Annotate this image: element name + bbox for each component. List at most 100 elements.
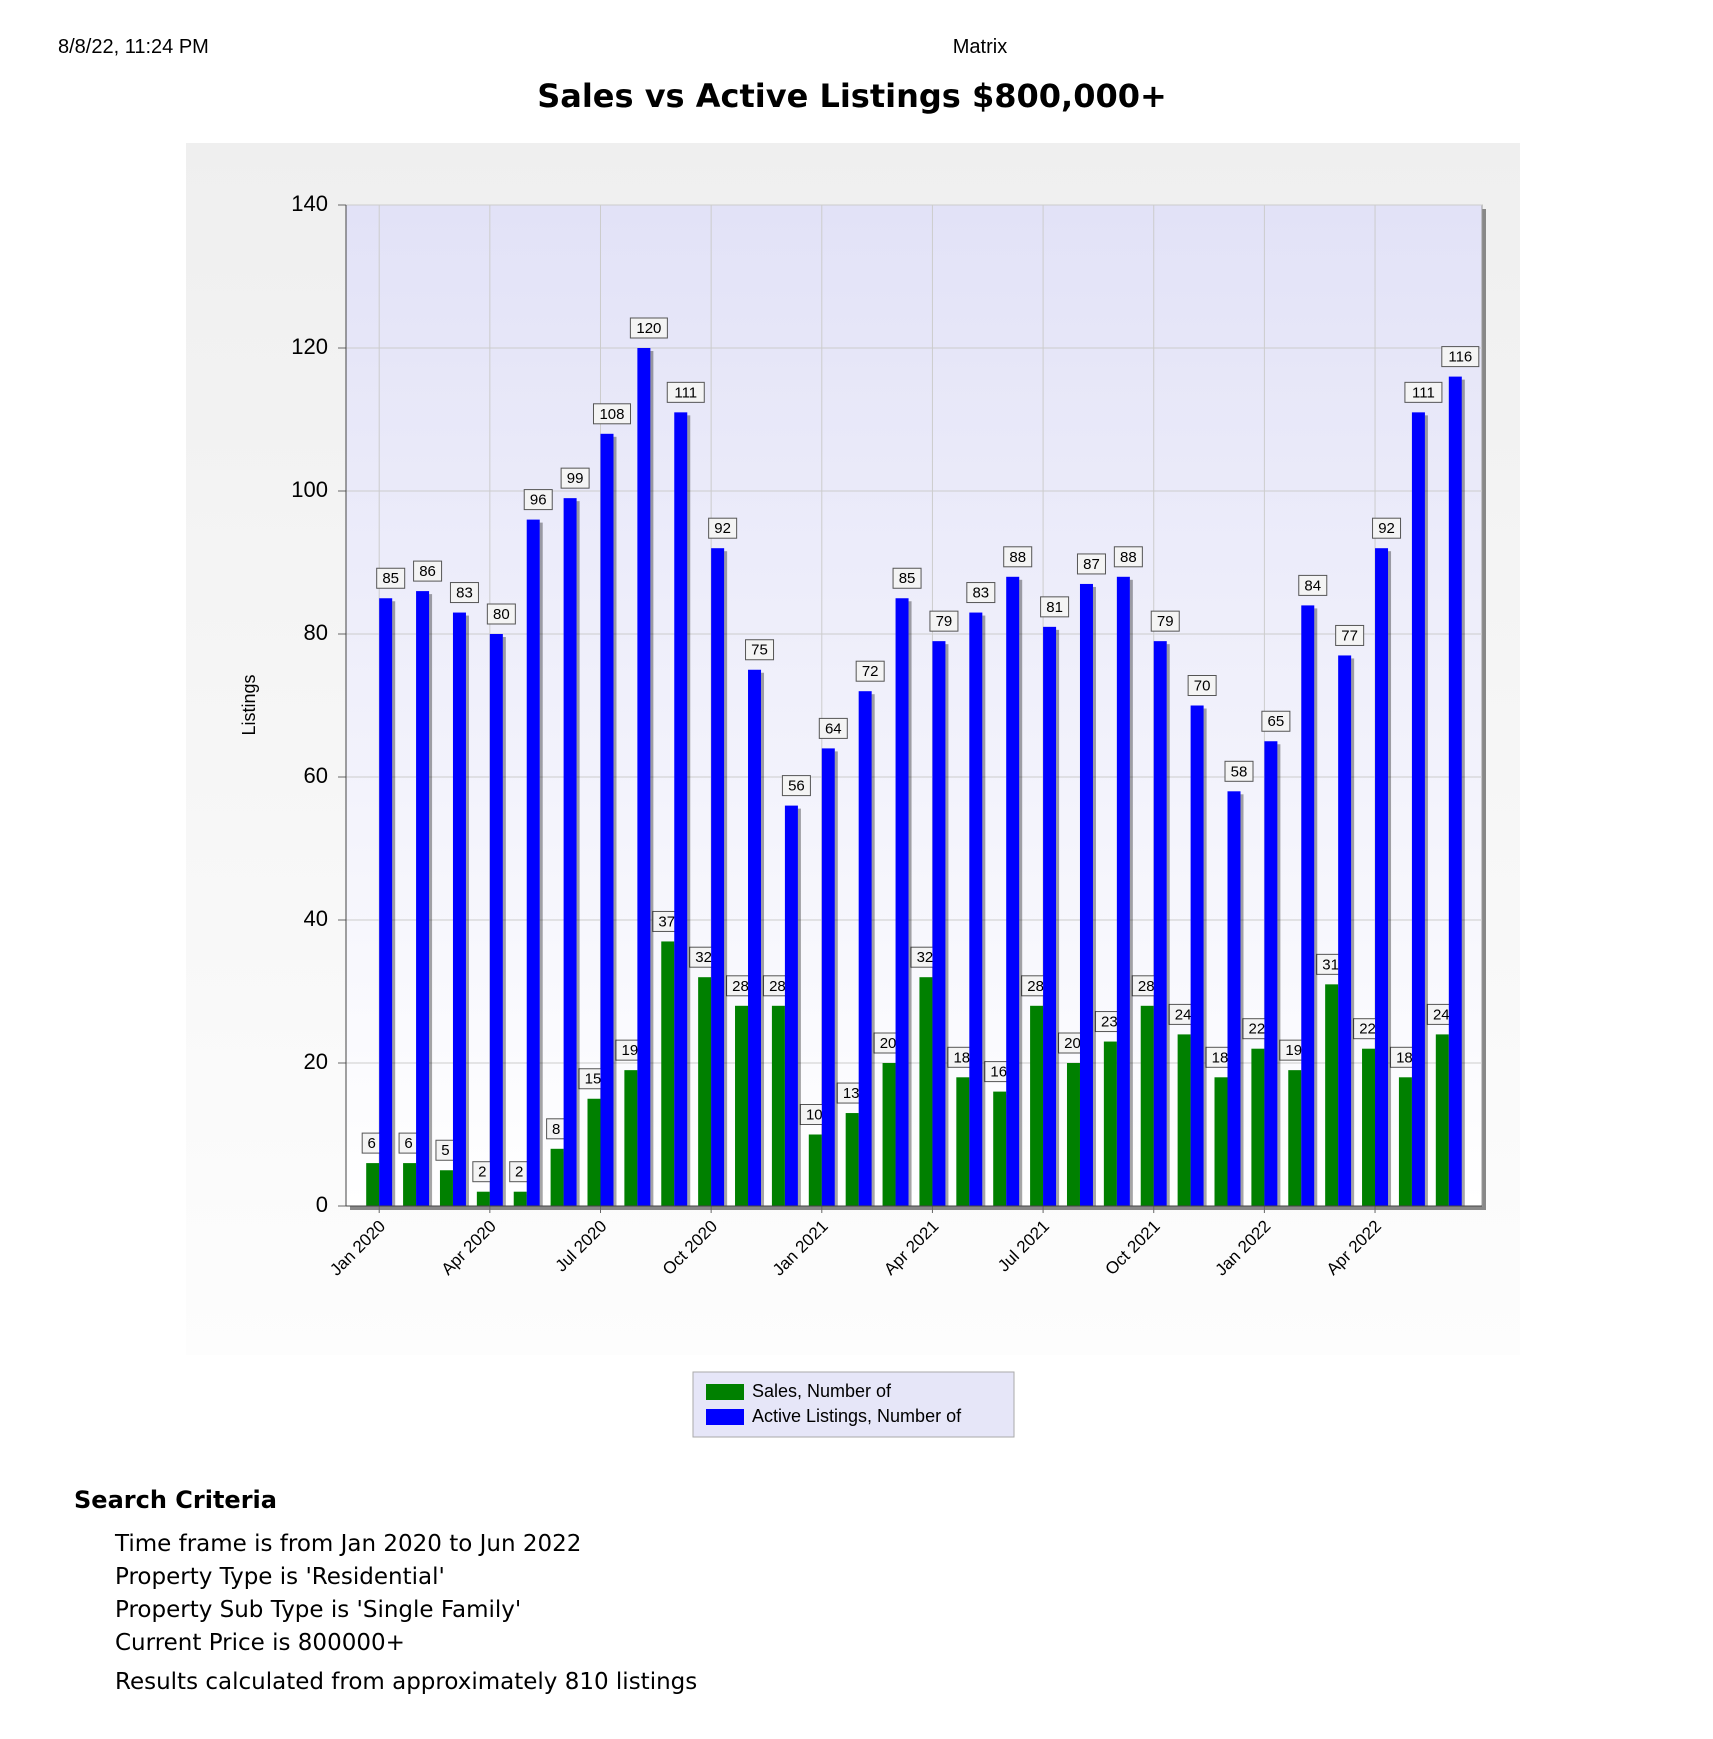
bar	[476, 1191, 490, 1206]
value-label-box	[1113, 546, 1143, 568]
value-label: 20	[1064, 1035, 1081, 1052]
value-label-box	[929, 610, 959, 632]
value-label: 2	[478, 1164, 486, 1181]
value-label: 23	[1101, 1014, 1118, 1031]
criteria-line: Property Sub Type is 'Single Family'	[115, 1597, 522, 1623]
bar	[661, 941, 675, 1206]
bar	[550, 1148, 564, 1206]
bar-side	[1424, 415, 1428, 1207]
value-label-box	[1040, 596, 1070, 618]
value-label-box	[449, 582, 479, 604]
value-label-box	[1187, 675, 1217, 696]
criteria-line: Property Type is 'Residential'	[115, 1564, 445, 1590]
value-label: 111	[1412, 384, 1435, 401]
bar	[416, 591, 430, 1206]
value-label-box	[892, 567, 922, 589]
bar-side	[1351, 658, 1355, 1206]
value-label-box	[376, 567, 406, 589]
y-tick-label: 80	[304, 620, 328, 645]
value-label: 16	[990, 1064, 1007, 1081]
value-label-box	[666, 381, 705, 403]
bar	[1448, 376, 1462, 1207]
bar-side	[1240, 794, 1244, 1206]
value-label-box	[1150, 610, 1180, 632]
legend-swatch	[706, 1384, 744, 1400]
y-tick-label: 60	[304, 763, 328, 788]
value-label: 18	[953, 1049, 970, 1066]
bar	[526, 519, 540, 1206]
legend	[692, 1371, 1015, 1438]
value-label: 79	[936, 613, 953, 630]
value-label: 108	[599, 406, 624, 423]
bar	[895, 598, 909, 1206]
value-label: 58	[1231, 763, 1248, 780]
bar	[1435, 1034, 1449, 1206]
criteria-line: Time frame is from Jan 2020 to Jun 2022	[115, 1531, 582, 1557]
bar-side	[392, 601, 396, 1206]
bar-side	[539, 522, 543, 1206]
bar	[1264, 741, 1278, 1206]
value-label-box	[1076, 553, 1106, 575]
value-label: 15	[585, 1071, 602, 1088]
bar	[1288, 1070, 1302, 1206]
bar	[882, 1063, 896, 1206]
y-tick-label: 120	[291, 334, 328, 359]
bar	[969, 612, 983, 1206]
bar	[1190, 705, 1204, 1206]
value-label: 70	[1194, 677, 1211, 694]
value-label: 120	[636, 320, 661, 337]
criteria-line: Current Price is 800000+	[115, 1630, 405, 1656]
criteria-result: Results calculated from approximately 81…	[115, 1669, 698, 1695]
value-label-box	[1298, 574, 1328, 596]
value-label: 24	[1433, 1006, 1450, 1023]
bar	[1227, 791, 1241, 1206]
bar-side	[982, 615, 986, 1206]
bar	[956, 1077, 970, 1206]
bar	[919, 977, 933, 1206]
bar-side	[1388, 551, 1392, 1206]
bar-side	[502, 637, 506, 1206]
value-label: 18	[1212, 1049, 1229, 1066]
bar	[674, 412, 688, 1207]
value-label-box	[745, 639, 775, 661]
value-label-box	[629, 317, 668, 339]
value-label: 64	[825, 720, 842, 737]
bar	[1030, 1005, 1044, 1206]
value-label: 81	[1046, 599, 1063, 616]
value-label: 22	[1249, 1021, 1266, 1038]
bar	[808, 1134, 822, 1206]
criteria-title: Search Criteria	[74, 1486, 277, 1514]
bar-side	[1314, 608, 1318, 1206]
value-label: 86	[419, 563, 436, 580]
bar	[1153, 641, 1167, 1206]
bar	[452, 612, 466, 1206]
y-tick-label: 100	[291, 477, 328, 502]
bar	[735, 1005, 749, 1206]
bar	[600, 433, 614, 1206]
bar	[1214, 1077, 1228, 1206]
value-label-box	[818, 717, 848, 739]
bar	[993, 1091, 1007, 1206]
bar	[1079, 583, 1093, 1206]
bar-side	[1092, 586, 1096, 1206]
bar	[563, 498, 577, 1206]
print-date: 8/8/22, 11:24 PM	[58, 36, 209, 58]
bar-side	[1277, 744, 1281, 1206]
bar	[1375, 548, 1389, 1206]
bar-side	[834, 751, 838, 1206]
value-label-box	[1003, 546, 1033, 568]
value-label: 83	[456, 585, 473, 602]
value-label: 22	[1359, 1021, 1376, 1038]
value-label-box	[1441, 346, 1480, 368]
value-label: 116	[1448, 349, 1472, 366]
value-label: 84	[1304, 577, 1321, 594]
y-tick-label: 0	[316, 1192, 328, 1217]
chart-title: Sales vs Active Listings $800,000+	[537, 77, 1167, 115]
bar	[748, 669, 762, 1206]
bar-side	[761, 672, 765, 1206]
bar	[624, 1070, 638, 1206]
value-label: 80	[493, 606, 510, 623]
value-label-box	[413, 560, 443, 582]
bar-side	[429, 594, 433, 1206]
